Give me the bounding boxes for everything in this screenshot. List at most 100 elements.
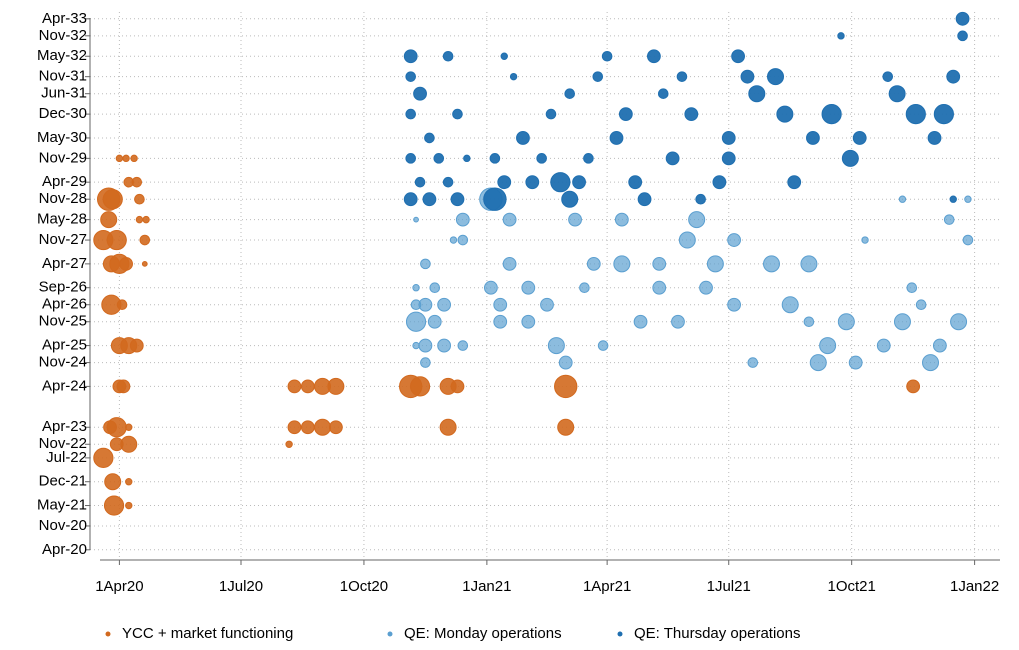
bubble <box>103 495 125 516</box>
bubble <box>747 357 759 368</box>
bubble <box>767 68 785 86</box>
bubble <box>405 71 417 82</box>
bubble <box>727 297 741 312</box>
bubble <box>413 86 427 101</box>
bubble <box>455 212 470 227</box>
bubble <box>497 175 512 190</box>
bubble <box>906 282 918 294</box>
x-tick-label: 1Jan21 <box>462 578 511 595</box>
bubble <box>102 189 123 210</box>
bubble <box>950 313 968 331</box>
bubble <box>418 297 433 312</box>
bubble <box>125 478 133 486</box>
bubble <box>964 195 972 203</box>
bubble <box>955 11 970 26</box>
bubble <box>119 256 133 271</box>
bubble <box>906 379 921 394</box>
bubble <box>688 211 706 229</box>
bubble <box>442 176 454 188</box>
y-tick-label: Nov-31 <box>39 68 87 85</box>
y-tick-label: Apr-24 <box>42 377 87 394</box>
bubble <box>450 379 465 394</box>
x-tick-label: 1Apr20 <box>95 578 143 595</box>
bubble <box>509 72 518 81</box>
bubble <box>300 379 315 394</box>
bubble <box>676 71 688 82</box>
bubble <box>489 153 501 164</box>
bubble <box>597 340 609 351</box>
bubble <box>314 418 332 436</box>
y-tick-label: Apr-25 <box>42 337 87 354</box>
bubble <box>493 297 508 312</box>
bubble <box>104 473 122 491</box>
x-tick-label: 1Oct21 <box>827 578 875 595</box>
bubble <box>418 338 433 353</box>
y-tick-label: Nov-27 <box>39 231 87 248</box>
bubble <box>116 299 128 311</box>
bubble <box>106 229 127 251</box>
bubble <box>841 149 859 167</box>
bubble <box>405 153 417 164</box>
bubble <box>684 107 699 122</box>
bubble <box>657 88 669 99</box>
bubble <box>439 418 457 436</box>
bubble <box>821 104 842 125</box>
bubble <box>450 192 465 207</box>
bubble <box>516 131 530 145</box>
bubble <box>457 234 469 246</box>
bubble <box>557 418 575 436</box>
x-tick-label: 1Jul21 <box>707 578 751 595</box>
bubble <box>609 131 624 145</box>
bubble <box>652 280 667 295</box>
bubble <box>876 338 891 353</box>
bubble <box>433 153 445 164</box>
y-tick-label: Apr-23 <box>42 418 87 435</box>
bubble <box>327 377 345 395</box>
bubble <box>120 435 138 453</box>
bubble <box>413 216 419 223</box>
bubble <box>100 211 118 229</box>
bubble <box>740 69 755 84</box>
bubble <box>125 423 133 431</box>
y-tick-label: Apr-26 <box>42 296 87 313</box>
y-tick-label: Apr-27 <box>42 255 87 272</box>
bubble <box>409 376 431 397</box>
bubble <box>933 104 954 125</box>
bubble <box>405 311 427 332</box>
bubble <box>449 236 458 244</box>
bubble <box>285 440 293 448</box>
bubble <box>452 108 463 120</box>
bubble <box>134 193 145 205</box>
bubble <box>405 108 417 120</box>
legend-marker <box>105 631 111 637</box>
bubble <box>861 236 869 244</box>
y-tick-label: Dec-30 <box>39 105 87 122</box>
bubble <box>647 49 661 64</box>
y-tick-label: May-21 <box>37 497 87 514</box>
bubble <box>442 50 454 62</box>
bubble <box>819 337 837 355</box>
bubble <box>412 284 420 292</box>
bubble <box>403 49 418 64</box>
bubble <box>946 69 961 84</box>
bubble <box>106 417 127 438</box>
bubble <box>420 258 431 270</box>
y-tick-label: Sep-26 <box>39 279 87 296</box>
y-tick-label: Apr-33 <box>42 10 87 27</box>
bubble <box>287 379 302 394</box>
bubble <box>949 195 957 203</box>
bubble <box>665 151 680 166</box>
bubble <box>943 214 955 225</box>
x-tick-label: 1Apr21 <box>583 578 631 595</box>
bubble <box>787 175 802 190</box>
y-tick-label: Nov-32 <box>39 27 87 44</box>
bubble <box>652 256 667 271</box>
bubble <box>628 175 643 190</box>
bubble <box>888 85 906 103</box>
bubble <box>483 280 498 295</box>
bubble <box>731 49 745 64</box>
bubble <box>139 234 151 246</box>
bubble <box>545 108 557 120</box>
bubble <box>457 340 469 351</box>
y-tick-label: Nov-22 <box>39 435 87 452</box>
